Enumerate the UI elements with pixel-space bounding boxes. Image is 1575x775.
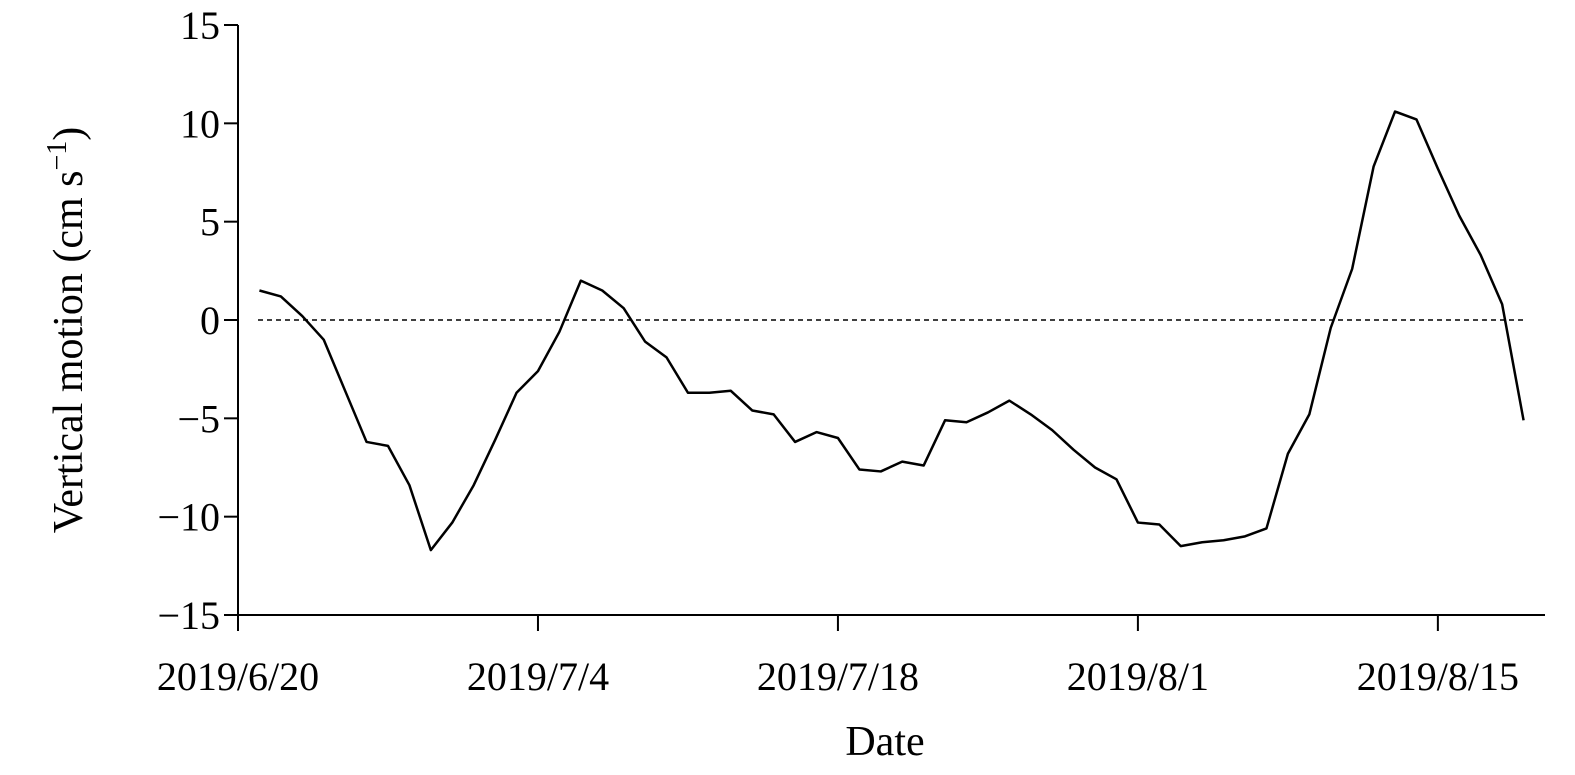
y-tick-label: 5 [200,200,220,245]
x-tick-label: 2019/7/4 [467,654,609,699]
x-tick-label: 2019/8/1 [1067,654,1209,699]
y-axis-title-sup: −1 [42,141,73,171]
y-tick-label: −15 [157,593,220,638]
line-series [259,110,1525,552]
y-tick-label: 0 [200,298,220,343]
y-tick-label: 15 [180,3,220,48]
x-tick-label: 2019/7/18 [757,654,919,699]
y-axis-title-part: Vertical motion (cm s [46,171,92,534]
x-axis-title: Date [845,719,924,765]
y-tick-label: −5 [177,396,220,441]
y-tick-label: −10 [157,495,220,540]
y-axis-title-part: ) [46,127,92,141]
x-tick-label: 2019/6/20 [157,654,319,699]
x-tick-label: 2019/8/15 [1357,654,1519,699]
y-tick-label: 10 [180,101,220,146]
y-axis-title: Vertical motion (cm s−1) [42,127,92,534]
